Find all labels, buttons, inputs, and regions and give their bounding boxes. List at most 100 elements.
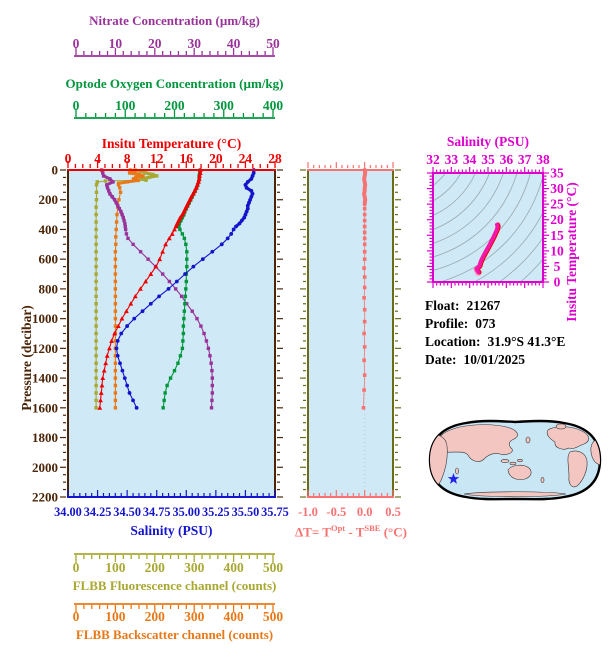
location-value: 31.9°S 41.3°E: [487, 334, 566, 349]
delta-t-plot: -1.0 -0.5 0.0 0.5: [298, 162, 401, 519]
svg-text:5: 5: [554, 259, 561, 274]
float-info-block: Float: 21267 Profile: 073 Location: 31.9°S …: [425, 297, 565, 369]
svg-text:1800: 1800: [32, 430, 58, 445]
svg-text:8: 8: [124, 151, 131, 166]
svg-text:100: 100: [115, 98, 136, 113]
svg-text:500: 500: [263, 609, 284, 624]
main-profile-plot: [68, 167, 275, 497]
series-delta-t: [361, 168, 368, 410]
map-land: [430, 423, 600, 497]
location-info-line: Location: 31.9°S 41.3°E: [425, 333, 565, 351]
float-value: 21267: [466, 298, 501, 313]
svg-text:Nitrate Concentration (µm/kg): Nitrate Concentration (µm/kg): [89, 13, 260, 28]
svg-text:300: 300: [184, 560, 205, 575]
svg-text:Salinity (PSU): Salinity (PSU): [130, 523, 212, 538]
series-ts-curve: [473, 222, 501, 276]
svg-text:1400: 1400: [32, 371, 58, 386]
svg-text:FLBB Backscatter channel (coun: FLBB Backscatter channel (counts): [76, 627, 273, 642]
svg-text:0: 0: [52, 163, 59, 178]
series-backscatter: [113, 168, 145, 410]
svg-text:1200: 1200: [32, 341, 58, 356]
profile-label: Profile:: [425, 316, 469, 331]
delta-t-title-sup-opt: Opt: [330, 523, 346, 533]
nitrate-axis: 0 10 20 30 40 50 Nitrate Concentration (µm/kg): [73, 13, 280, 57]
svg-text:FLBB Fluorescence channel (cou: FLBB Fluorescence channel (counts): [73, 578, 277, 593]
fluorescence-axis: 0 100 200 300 400 500 FLBB Fluorescence channe…: [73, 553, 284, 593]
svg-text:36: 36: [500, 152, 514, 167]
svg-text:30: 30: [187, 36, 201, 51]
svg-text:50: 50: [266, 36, 280, 51]
svg-text:1600: 1600: [32, 400, 58, 415]
location-label: Location:: [425, 334, 481, 349]
profile-value: 073: [475, 316, 496, 331]
svg-text:1000: 1000: [32, 311, 58, 326]
world-map: [428, 419, 602, 501]
backscatter-axis: 0 100 200 300 400 500 FLBB Backscatter channel…: [73, 603, 284, 642]
svg-text:Insitu Temperature (°C): Insitu Temperature (°C): [102, 136, 241, 151]
svg-text:0: 0: [73, 560, 80, 575]
svg-text:0: 0: [65, 151, 72, 166]
svg-text:100: 100: [105, 609, 126, 624]
svg-text:32: 32: [426, 152, 440, 167]
delta-t-title-prefix: ΔT= T: [295, 524, 331, 540]
svg-text:200: 200: [145, 560, 166, 575]
svg-text:300: 300: [214, 98, 235, 113]
svg-text:600: 600: [39, 252, 59, 267]
svg-text:34.50: 34.50: [113, 505, 141, 519]
svg-text:200: 200: [164, 98, 185, 113]
svg-text:100: 100: [105, 560, 126, 575]
series-nitrate: [99, 168, 215, 410]
svg-text:34.75: 34.75: [143, 505, 171, 519]
svg-text:0: 0: [73, 36, 80, 51]
svg-text:400: 400: [223, 609, 244, 624]
svg-text:0.5: 0.5: [385, 505, 401, 519]
delta-t-title-suffix: (°C): [380, 524, 407, 540]
svg-text:Pressure (decibar): Pressure (decibar): [19, 305, 34, 411]
series-temperature: [97, 167, 203, 410]
svg-text:33: 33: [445, 152, 459, 167]
svg-text:15: 15: [550, 228, 564, 243]
oxygen-axis: 0 100 200 300 400 Optode Oxygen Concentration…: [65, 76, 284, 119]
svg-text:200: 200: [145, 609, 166, 624]
svg-text:-1.0: -1.0: [298, 505, 318, 519]
date-value: 10/01/2025: [463, 352, 525, 367]
svg-text:25: 25: [550, 197, 564, 212]
svg-text:40: 40: [227, 36, 241, 51]
svg-text:2200: 2200: [32, 490, 58, 505]
svg-text:35.00: 35.00: [172, 505, 200, 519]
svg-text:20: 20: [550, 212, 564, 227]
svg-text:35: 35: [481, 152, 495, 167]
date-label: Date:: [425, 352, 457, 367]
main-plot-frame: 0200400600800100012001400160018002000220…: [19, 136, 289, 538]
svg-text:200: 200: [39, 192, 59, 207]
svg-text:300: 300: [184, 609, 205, 624]
svg-text:20: 20: [209, 151, 223, 166]
delta-t-title-mid: - T: [345, 524, 365, 540]
float-label: Float:: [425, 298, 460, 313]
float-location-star-icon: [447, 473, 460, 484]
svg-text:0: 0: [73, 98, 80, 113]
date-info-line: Date: 10/01/2025: [425, 351, 565, 369]
svg-text:-0.5: -0.5: [326, 505, 346, 519]
svg-text:34.00: 34.00: [54, 505, 82, 519]
float-info-line: Float: 21267: [425, 297, 565, 315]
delta-t-title-sup-sbe: SBE: [364, 523, 381, 533]
svg-text:500: 500: [263, 560, 284, 575]
svg-text:28: 28: [268, 151, 282, 166]
svg-text:35.25: 35.25: [202, 505, 230, 519]
svg-text:30: 30: [550, 181, 564, 196]
svg-text:10: 10: [550, 243, 564, 258]
profile-info-line: Profile: 073: [425, 315, 565, 333]
svg-text:400: 400: [263, 98, 284, 113]
svg-text:16: 16: [180, 151, 194, 166]
svg-text:800: 800: [39, 281, 59, 296]
svg-text:4: 4: [94, 151, 101, 166]
svg-text:37: 37: [518, 152, 532, 167]
svg-text:24: 24: [239, 151, 253, 166]
svg-text:35: 35: [550, 166, 564, 181]
svg-text:10: 10: [109, 36, 123, 51]
svg-text:35.50: 35.50: [232, 505, 260, 519]
